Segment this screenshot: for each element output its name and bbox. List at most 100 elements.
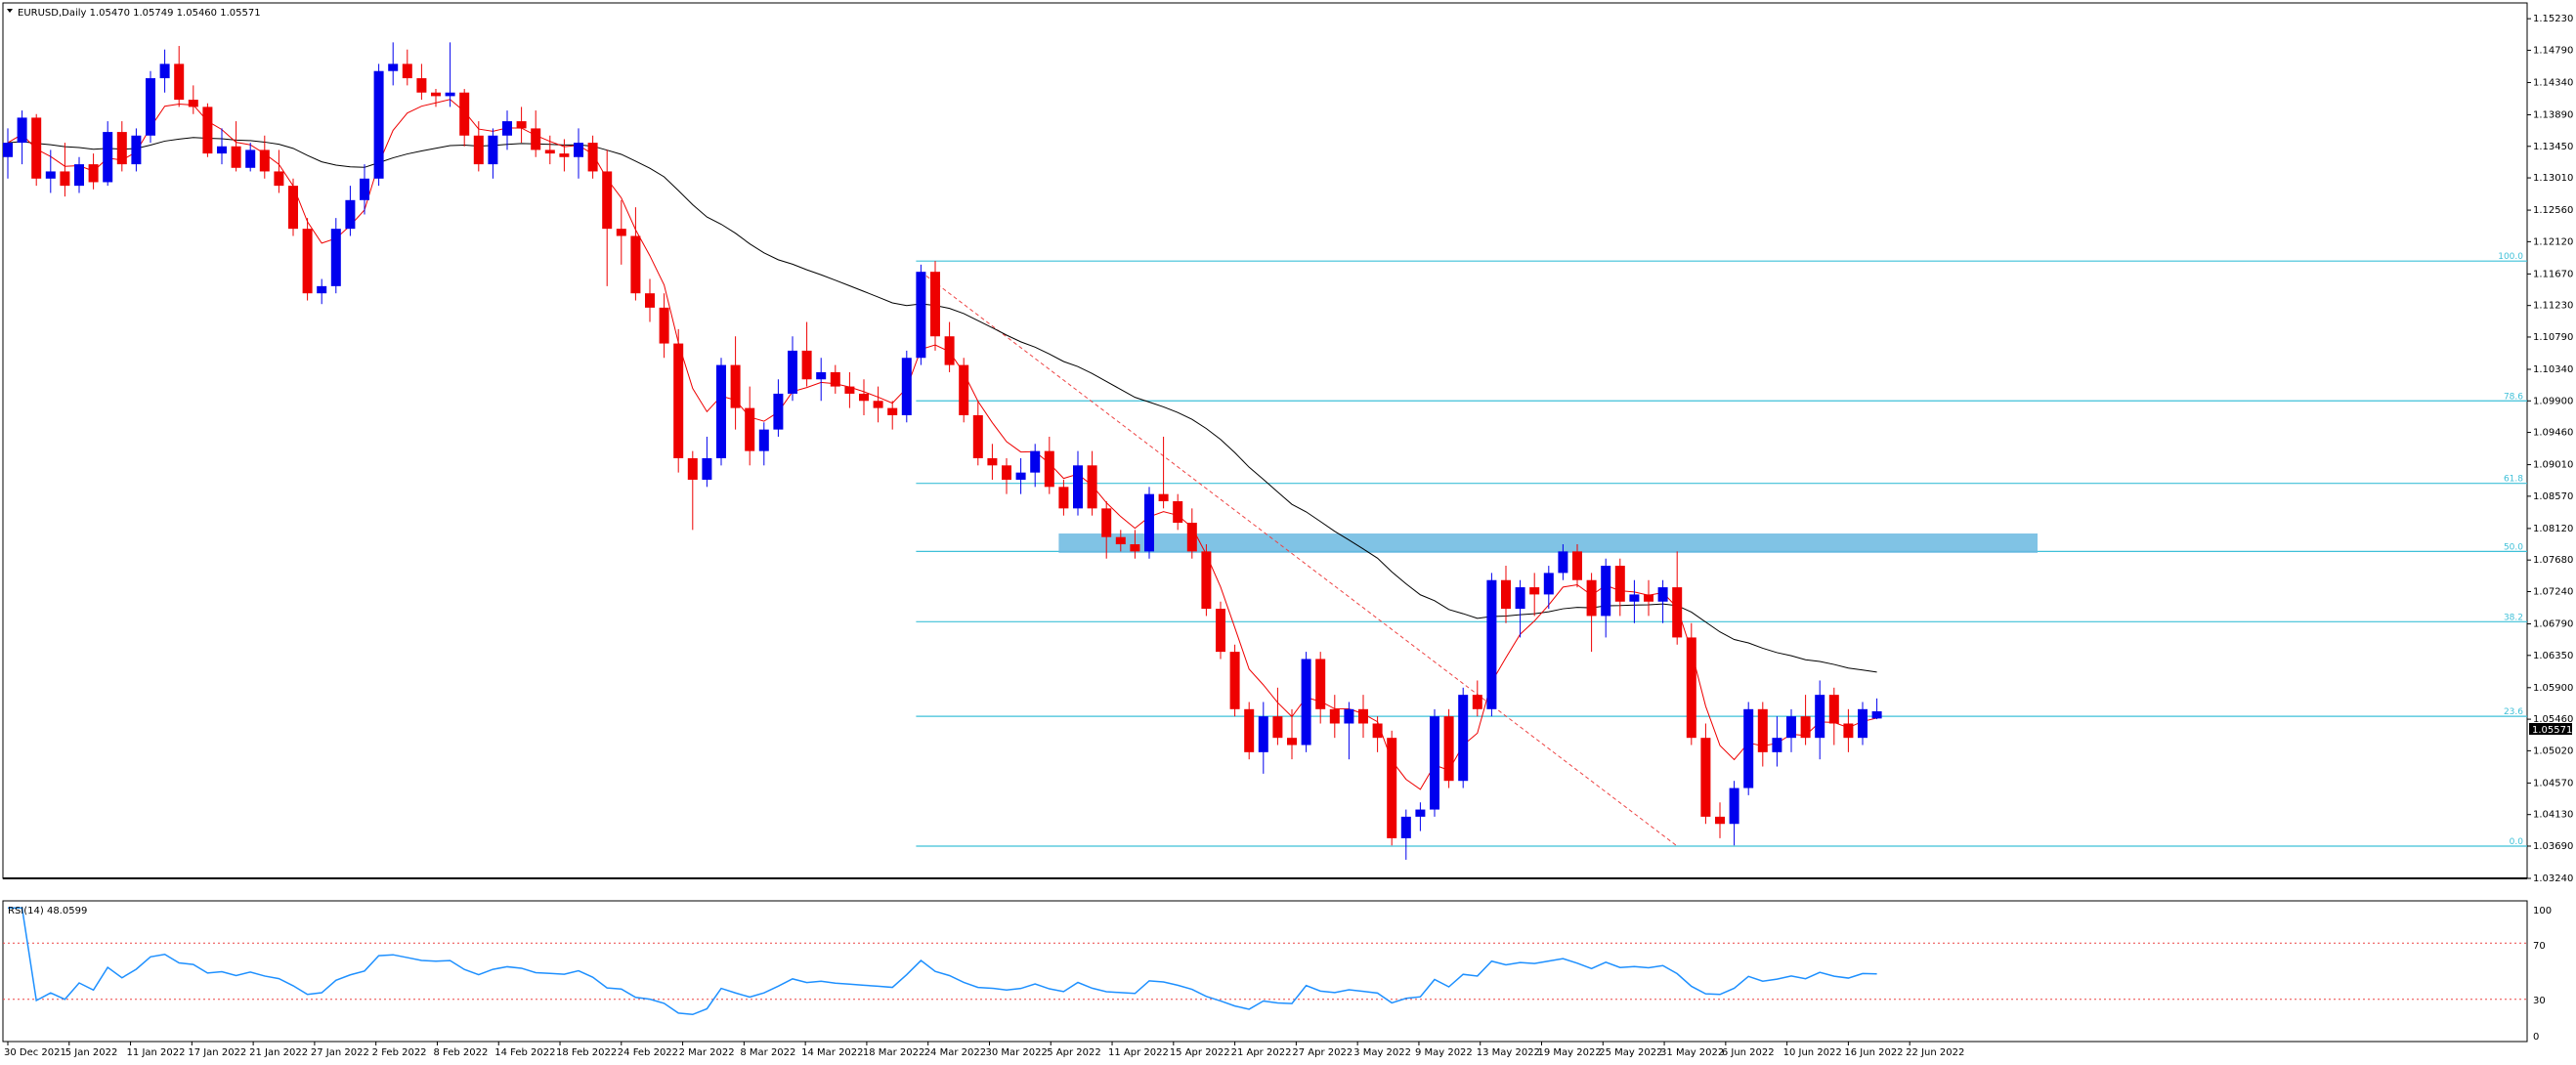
candle	[1644, 579, 1653, 617]
candle-body	[901, 358, 912, 415]
candle	[687, 450, 698, 531]
candle	[587, 135, 598, 179]
candle	[1315, 652, 1326, 724]
candle-body	[1315, 659, 1326, 709]
candle	[1201, 544, 1212, 617]
candle	[202, 103, 213, 157]
resistance-zone[interactable]	[1058, 533, 2038, 553]
time-tick-label: 11 Jan 2022	[127, 1047, 186, 1058]
candle-body	[816, 371, 827, 380]
candle	[716, 358, 726, 466]
candle-body	[1358, 708, 1368, 724]
time-tick-label: 19 May 2022	[1538, 1047, 1602, 1058]
candle-body	[188, 100, 198, 107]
candle-body	[1400, 816, 1411, 838]
candle	[859, 379, 869, 415]
candle	[1786, 708, 1796, 752]
candle	[1672, 551, 1683, 645]
candle-body	[388, 64, 399, 71]
candle	[1158, 436, 1169, 509]
candle-body	[274, 171, 284, 187]
candle-body	[844, 386, 855, 394]
candle-body	[1258, 716, 1268, 752]
candle-body	[716, 364, 726, 458]
candle-body	[1443, 716, 1454, 782]
price-tick-label: 1.08570	[2533, 491, 2573, 502]
time-tick-label: 16 Jun 2022	[1844, 1047, 1903, 1058]
candle	[1472, 680, 1482, 717]
resistance-zone-group[interactable]	[1058, 533, 2038, 553]
candle-body	[259, 149, 270, 172]
candle	[1486, 573, 1497, 717]
dashed-trendline[interactable]	[921, 271, 1678, 847]
candle-body	[245, 149, 256, 168]
candle	[1614, 558, 1625, 617]
candle-body	[544, 149, 555, 154]
candle	[959, 358, 969, 423]
candle	[174, 46, 185, 107]
candle-body	[972, 414, 983, 458]
candle-body	[131, 135, 142, 165]
price-tick-label: 1.13890	[2533, 109, 2573, 120]
time-tick-label: 2 Feb 2022	[372, 1047, 427, 1058]
price-tick-label: 1.05900	[2533, 683, 2573, 694]
candle-body	[288, 186, 298, 230]
candle-body	[1871, 711, 1882, 719]
time-tick-label: 14 Feb 2022	[494, 1047, 555, 1058]
price-tick-label: 1.12560	[2533, 205, 2573, 216]
candle	[1216, 601, 1225, 660]
candle	[116, 121, 127, 172]
candle	[616, 199, 626, 265]
fib-level-label: 78.6	[2504, 392, 2523, 402]
price-tick-label: 1.03690	[2533, 841, 2573, 852]
candle	[1400, 809, 1411, 860]
price-tick-label: 1.06790	[2533, 618, 2573, 629]
price-tick-label: 1.12120	[2533, 236, 2573, 247]
time-tick-label: 5 Jan 2022	[65, 1047, 118, 1058]
candle	[1700, 723, 1711, 825]
candle	[559, 139, 570, 172]
candle-body	[1700, 738, 1711, 817]
candle-body	[1173, 501, 1183, 524]
candle-body	[959, 364, 969, 415]
collapse-triangle-icon[interactable]	[7, 9, 13, 13]
candle	[887, 401, 898, 430]
trendline-group[interactable]	[921, 271, 1678, 847]
price-tick-label: 1.09460	[2533, 428, 2573, 439]
candle-body	[445, 92, 455, 97]
price-tick-label: 1.11230	[2533, 301, 2573, 312]
candle-body	[944, 336, 955, 365]
candle-body	[1828, 695, 1839, 724]
candle-body	[1572, 551, 1582, 580]
candle-body	[1786, 716, 1796, 739]
candle	[1629, 579, 1640, 623]
price-axis[interactable]: 1.15230 1.14790 1.14340 1.13890 1.13450 1.130…	[3, 14, 2573, 884]
candle-body	[1614, 566, 1625, 602]
candle	[930, 261, 940, 351]
current-price-tag: 1.05571	[2532, 725, 2572, 736]
fib-level-label: 61.8	[2504, 475, 2523, 485]
candle	[1871, 698, 1882, 720]
candle	[60, 143, 70, 197]
candle	[1858, 702, 1868, 746]
candle-body	[758, 429, 769, 451]
candle-body	[159, 64, 170, 79]
candle	[1287, 708, 1297, 760]
price-tick-label: 1.04130	[2533, 810, 2573, 821]
candle-body	[801, 350, 812, 380]
time-tick-label: 15 Apr 2022	[1170, 1047, 1230, 1058]
candle	[17, 110, 27, 165]
candle	[445, 42, 455, 107]
candle	[1843, 708, 1854, 752]
candle-body	[1458, 695, 1469, 782]
candle	[516, 106, 527, 144]
candle	[758, 422, 769, 466]
candle	[1430, 708, 1439, 817]
fib-level-label: 23.6	[2504, 707, 2523, 717]
price-tick-label: 1.09010	[2533, 460, 2573, 471]
candle-body	[31, 117, 42, 179]
fib-retracement-group[interactable]: 100.0 78.6 61.8 50.0 38.2 23.6 0.0	[916, 252, 2527, 847]
